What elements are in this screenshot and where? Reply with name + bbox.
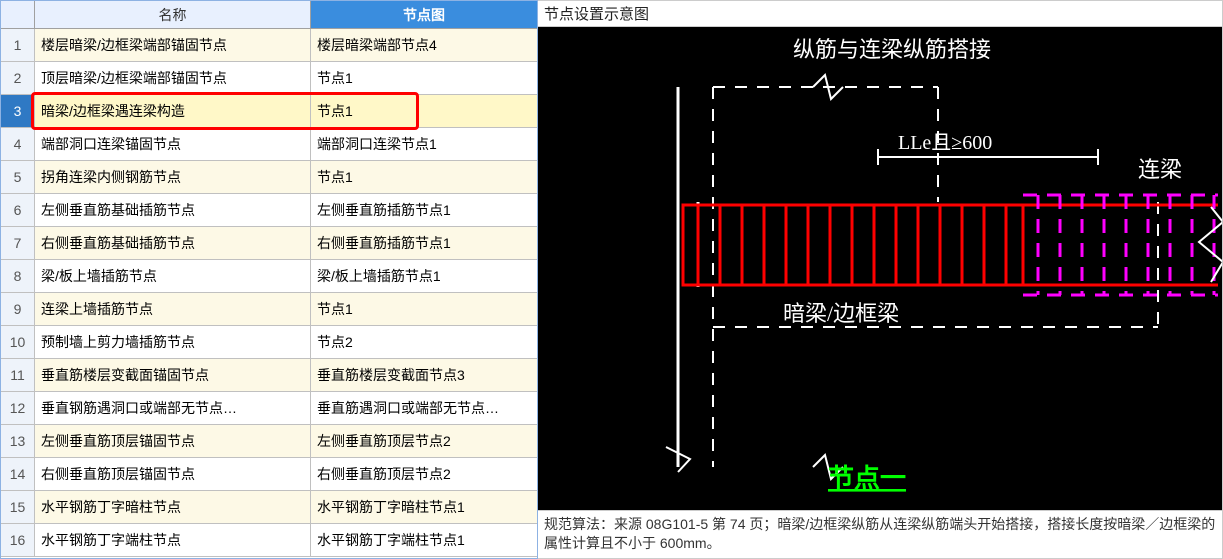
table-row[interactable]: 10预制墙上剪力墙插筋节点节点2 [1, 326, 537, 359]
svg-text:LLe且≥600: LLe且≥600 [898, 132, 992, 154]
diagram-area: 纵筋与连梁纵筋搭接 LLe且≥600 连梁暗梁/边框梁节点一 [538, 27, 1222, 510]
svg-text:纵筋与连梁纵筋搭接: 纵筋与连梁纵筋搭接 [793, 37, 991, 62]
row-node[interactable]: 左侧垂直筋插筋节点1 [311, 194, 537, 226]
table-row[interactable]: 15水平钢筋丁字暗柱节点水平钢筋丁字暗柱节点1 [1, 491, 537, 524]
diagram-title: 节点设置示意图 [538, 1, 1222, 27]
row-name[interactable]: 梁/板上墙插筋节点 [35, 260, 311, 292]
header-node[interactable]: 节点图 [311, 1, 537, 28]
row-number: 5 [1, 161, 35, 193]
table-row[interactable]: 16水平钢筋丁字端柱节点水平钢筋丁字端柱节点1 [1, 524, 537, 557]
row-name[interactable]: 暗梁/边框梁遇连梁构造 [35, 95, 311, 127]
svg-text:节点一: 节点一 [828, 463, 906, 493]
row-node[interactable]: 节点1 [311, 62, 537, 94]
row-number: 11 [1, 359, 35, 391]
caption-text: 规范算法：来源 08G101-5 第 74 页；暗梁/边框梁纵筋从连梁纵筋端头开… [538, 510, 1222, 558]
table-row[interactable]: 13左侧垂直筋顶层锚固节点左侧垂直筋顶层节点2 [1, 425, 537, 458]
table-row[interactable]: 2顶层暗梁/边框梁端部锚固节点节点1 [1, 62, 537, 95]
header-name[interactable]: 名称 [35, 1, 311, 28]
row-name[interactable]: 端部洞口连梁锚固节点 [35, 128, 311, 160]
table-row[interactable]: 11垂直筋楼层变截面锚固节点垂直筋楼层变截面节点3 [1, 359, 537, 392]
row-name[interactable]: 垂直筋楼层变截面锚固节点 [35, 359, 311, 391]
row-name[interactable]: 垂直钢筋遇洞口或端部无节点… [35, 392, 311, 424]
row-number: 8 [1, 260, 35, 292]
row-node[interactable]: 节点1 [311, 95, 537, 127]
row-number: 9 [1, 293, 35, 325]
table-row[interactable]: 4端部洞口连梁锚固节点端部洞口连梁节点1 [1, 128, 537, 161]
table-row[interactable]: 14右侧垂直筋顶层锚固节点右侧垂直筋顶层节点2 [1, 458, 537, 491]
row-number: 7 [1, 227, 35, 259]
row-name[interactable]: 左侧垂直筋顶层锚固节点 [35, 425, 311, 457]
table-row[interactable]: 9连梁上墙插筋节点节点1 [1, 293, 537, 326]
table-row[interactable]: 12垂直钢筋遇洞口或端部无节点…垂直筋遇洞口或端部无节点… [1, 392, 537, 425]
row-node[interactable]: 节点1 [311, 293, 537, 325]
row-name[interactable]: 预制墙上剪力墙插筋节点 [35, 326, 311, 358]
table-row[interactable]: 7右侧垂直筋基础插筋节点右侧垂直筋插筋节点1 [1, 227, 537, 260]
row-node[interactable]: 右侧垂直筋插筋节点1 [311, 227, 537, 259]
row-node[interactable]: 楼层暗梁端部节点4 [311, 29, 537, 61]
row-number: 6 [1, 194, 35, 226]
row-name[interactable]: 右侧垂直筋基础插筋节点 [35, 227, 311, 259]
row-number: 2 [1, 62, 35, 94]
row-node[interactable]: 垂直筋遇洞口或端部无节点… [311, 392, 537, 424]
table-header: 名称 节点图 [1, 1, 537, 29]
row-number: 14 [1, 458, 35, 490]
diagram-panel: 节点设置示意图 纵筋与连梁纵筋搭接 LLe且≥600 连梁暗梁/边框梁节点一 规范算… [538, 0, 1223, 559]
diagram-svg: 纵筋与连梁纵筋搭接 LLe且≥600 连梁暗梁/边框梁节点一 [538, 27, 1222, 505]
table-row[interactable]: 8梁/板上墙插筋节点梁/板上墙插筋节点1 [1, 260, 537, 293]
row-node[interactable]: 水平钢筋丁字端柱节点1 [311, 524, 537, 556]
table-row[interactable]: 5拐角连梁内侧钢筋节点节点1 [1, 161, 537, 194]
row-name[interactable]: 水平钢筋丁字暗柱节点 [35, 491, 311, 523]
row-number: 13 [1, 425, 35, 457]
row-name[interactable]: 楼层暗梁/边框梁端部锚固节点 [35, 29, 311, 61]
row-node[interactable]: 水平钢筋丁字暗柱节点1 [311, 491, 537, 523]
row-number: 16 [1, 524, 35, 556]
table-body: 1楼层暗梁/边框梁端部锚固节点楼层暗梁端部节点42顶层暗梁/边框梁端部锚固节点节… [1, 29, 537, 557]
header-rownum [1, 1, 35, 28]
row-number: 4 [1, 128, 35, 160]
row-name[interactable]: 连梁上墙插筋节点 [35, 293, 311, 325]
row-number: 12 [1, 392, 35, 424]
svg-text:连梁: 连梁 [1138, 157, 1182, 182]
row-number: 1 [1, 29, 35, 61]
table-row[interactable]: 1楼层暗梁/边框梁端部锚固节点楼层暗梁端部节点4 [1, 29, 537, 62]
row-node[interactable]: 梁/板上墙插筋节点1 [311, 260, 537, 292]
row-node[interactable]: 节点1 [311, 161, 537, 193]
row-node[interactable]: 端部洞口连梁节点1 [311, 128, 537, 160]
table-row[interactable]: 3暗梁/边框梁遇连梁构造节点1 [1, 95, 537, 128]
row-name[interactable]: 水平钢筋丁字端柱节点 [35, 524, 311, 556]
table-row[interactable]: 6左侧垂直筋基础插筋节点左侧垂直筋插筋节点1 [1, 194, 537, 227]
row-node[interactable]: 左侧垂直筋顶层节点2 [311, 425, 537, 457]
svg-text:暗梁/边框梁: 暗梁/边框梁 [783, 301, 899, 326]
row-number: 3 [1, 95, 35, 127]
row-node[interactable]: 右侧垂直筋顶层节点2 [311, 458, 537, 490]
row-number: 15 [1, 491, 35, 523]
node-table-panel: 名称 节点图 1楼层暗梁/边框梁端部锚固节点楼层暗梁端部节点42顶层暗梁/边框梁… [0, 0, 538, 559]
row-name[interactable]: 左侧垂直筋基础插筋节点 [35, 194, 311, 226]
row-node[interactable]: 节点2 [311, 326, 537, 358]
row-name[interactable]: 拐角连梁内侧钢筋节点 [35, 161, 311, 193]
row-name[interactable]: 右侧垂直筋顶层锚固节点 [35, 458, 311, 490]
row-node[interactable]: 垂直筋楼层变截面节点3 [311, 359, 537, 391]
row-number: 10 [1, 326, 35, 358]
row-name[interactable]: 顶层暗梁/边框梁端部锚固节点 [35, 62, 311, 94]
